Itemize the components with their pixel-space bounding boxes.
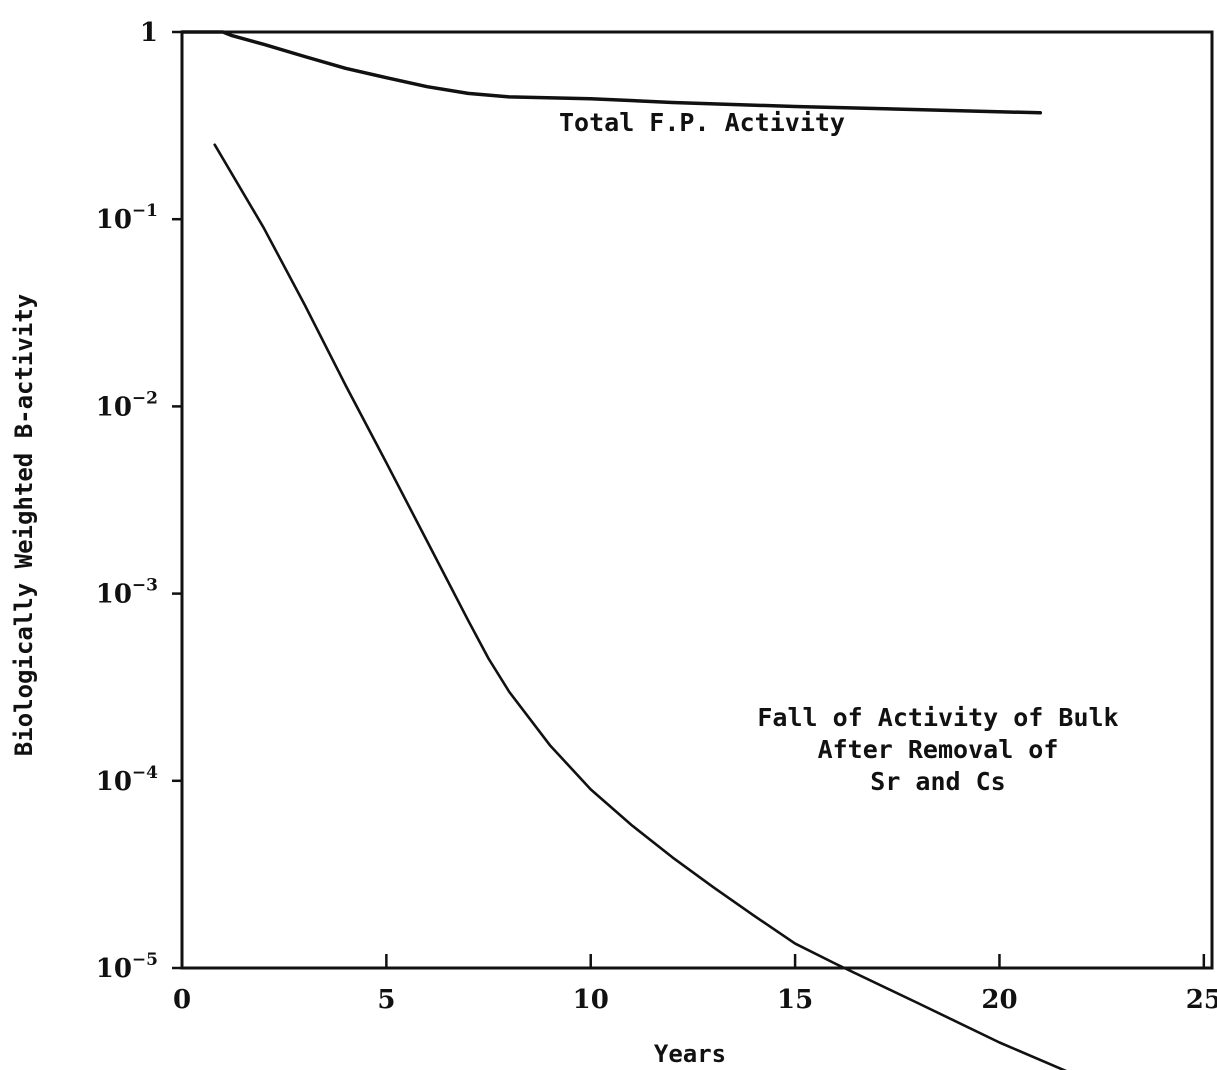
x-tick-label: 25: [1186, 985, 1217, 1015]
x-tick-label: 5: [377, 985, 395, 1015]
plot-frame: [180, 30, 1214, 970]
x-tick-label: 15: [777, 985, 813, 1015]
y-tick-label: 10−1: [96, 201, 158, 235]
y-tick-label: 1: [140, 18, 158, 48]
series-label-bulk-line-1: Fall of Activity of Bulk: [757, 703, 1118, 732]
y-tick-label: 10−3: [96, 576, 158, 610]
x-axis-title: Years: [654, 1040, 726, 1068]
x-tick-label: 0: [173, 985, 191, 1015]
y-tick-label: 10−4: [96, 763, 158, 797]
series-line-1: [180, 30, 1043, 115]
series-lines: [180, 30, 1067, 1070]
series-label-bulk-line-2: After Removal of: [818, 735, 1059, 764]
y-tick-label: 10−2: [96, 388, 158, 422]
series-line-2: [213, 143, 1067, 1070]
y-tick-label: 10−5: [96, 950, 158, 984]
x-tick-label: 20: [981, 985, 1017, 1015]
y-axis: 1 10−1 10−2 10−3 10−4 10−5: [96, 18, 182, 984]
x-tick-label: 10: [573, 985, 609, 1015]
series-label-total-fp: Total F.P. Activity: [559, 108, 845, 137]
series-label-bulk-line-3: Sr and Cs: [870, 767, 1005, 796]
y-axis-title: Biologically Weighted B-activity: [10, 294, 38, 756]
series-labels: Total F.P. Activity Fall of Activity of B…: [559, 108, 1119, 796]
x-axis: 0 5 10 15 20 25: [173, 954, 1217, 1015]
